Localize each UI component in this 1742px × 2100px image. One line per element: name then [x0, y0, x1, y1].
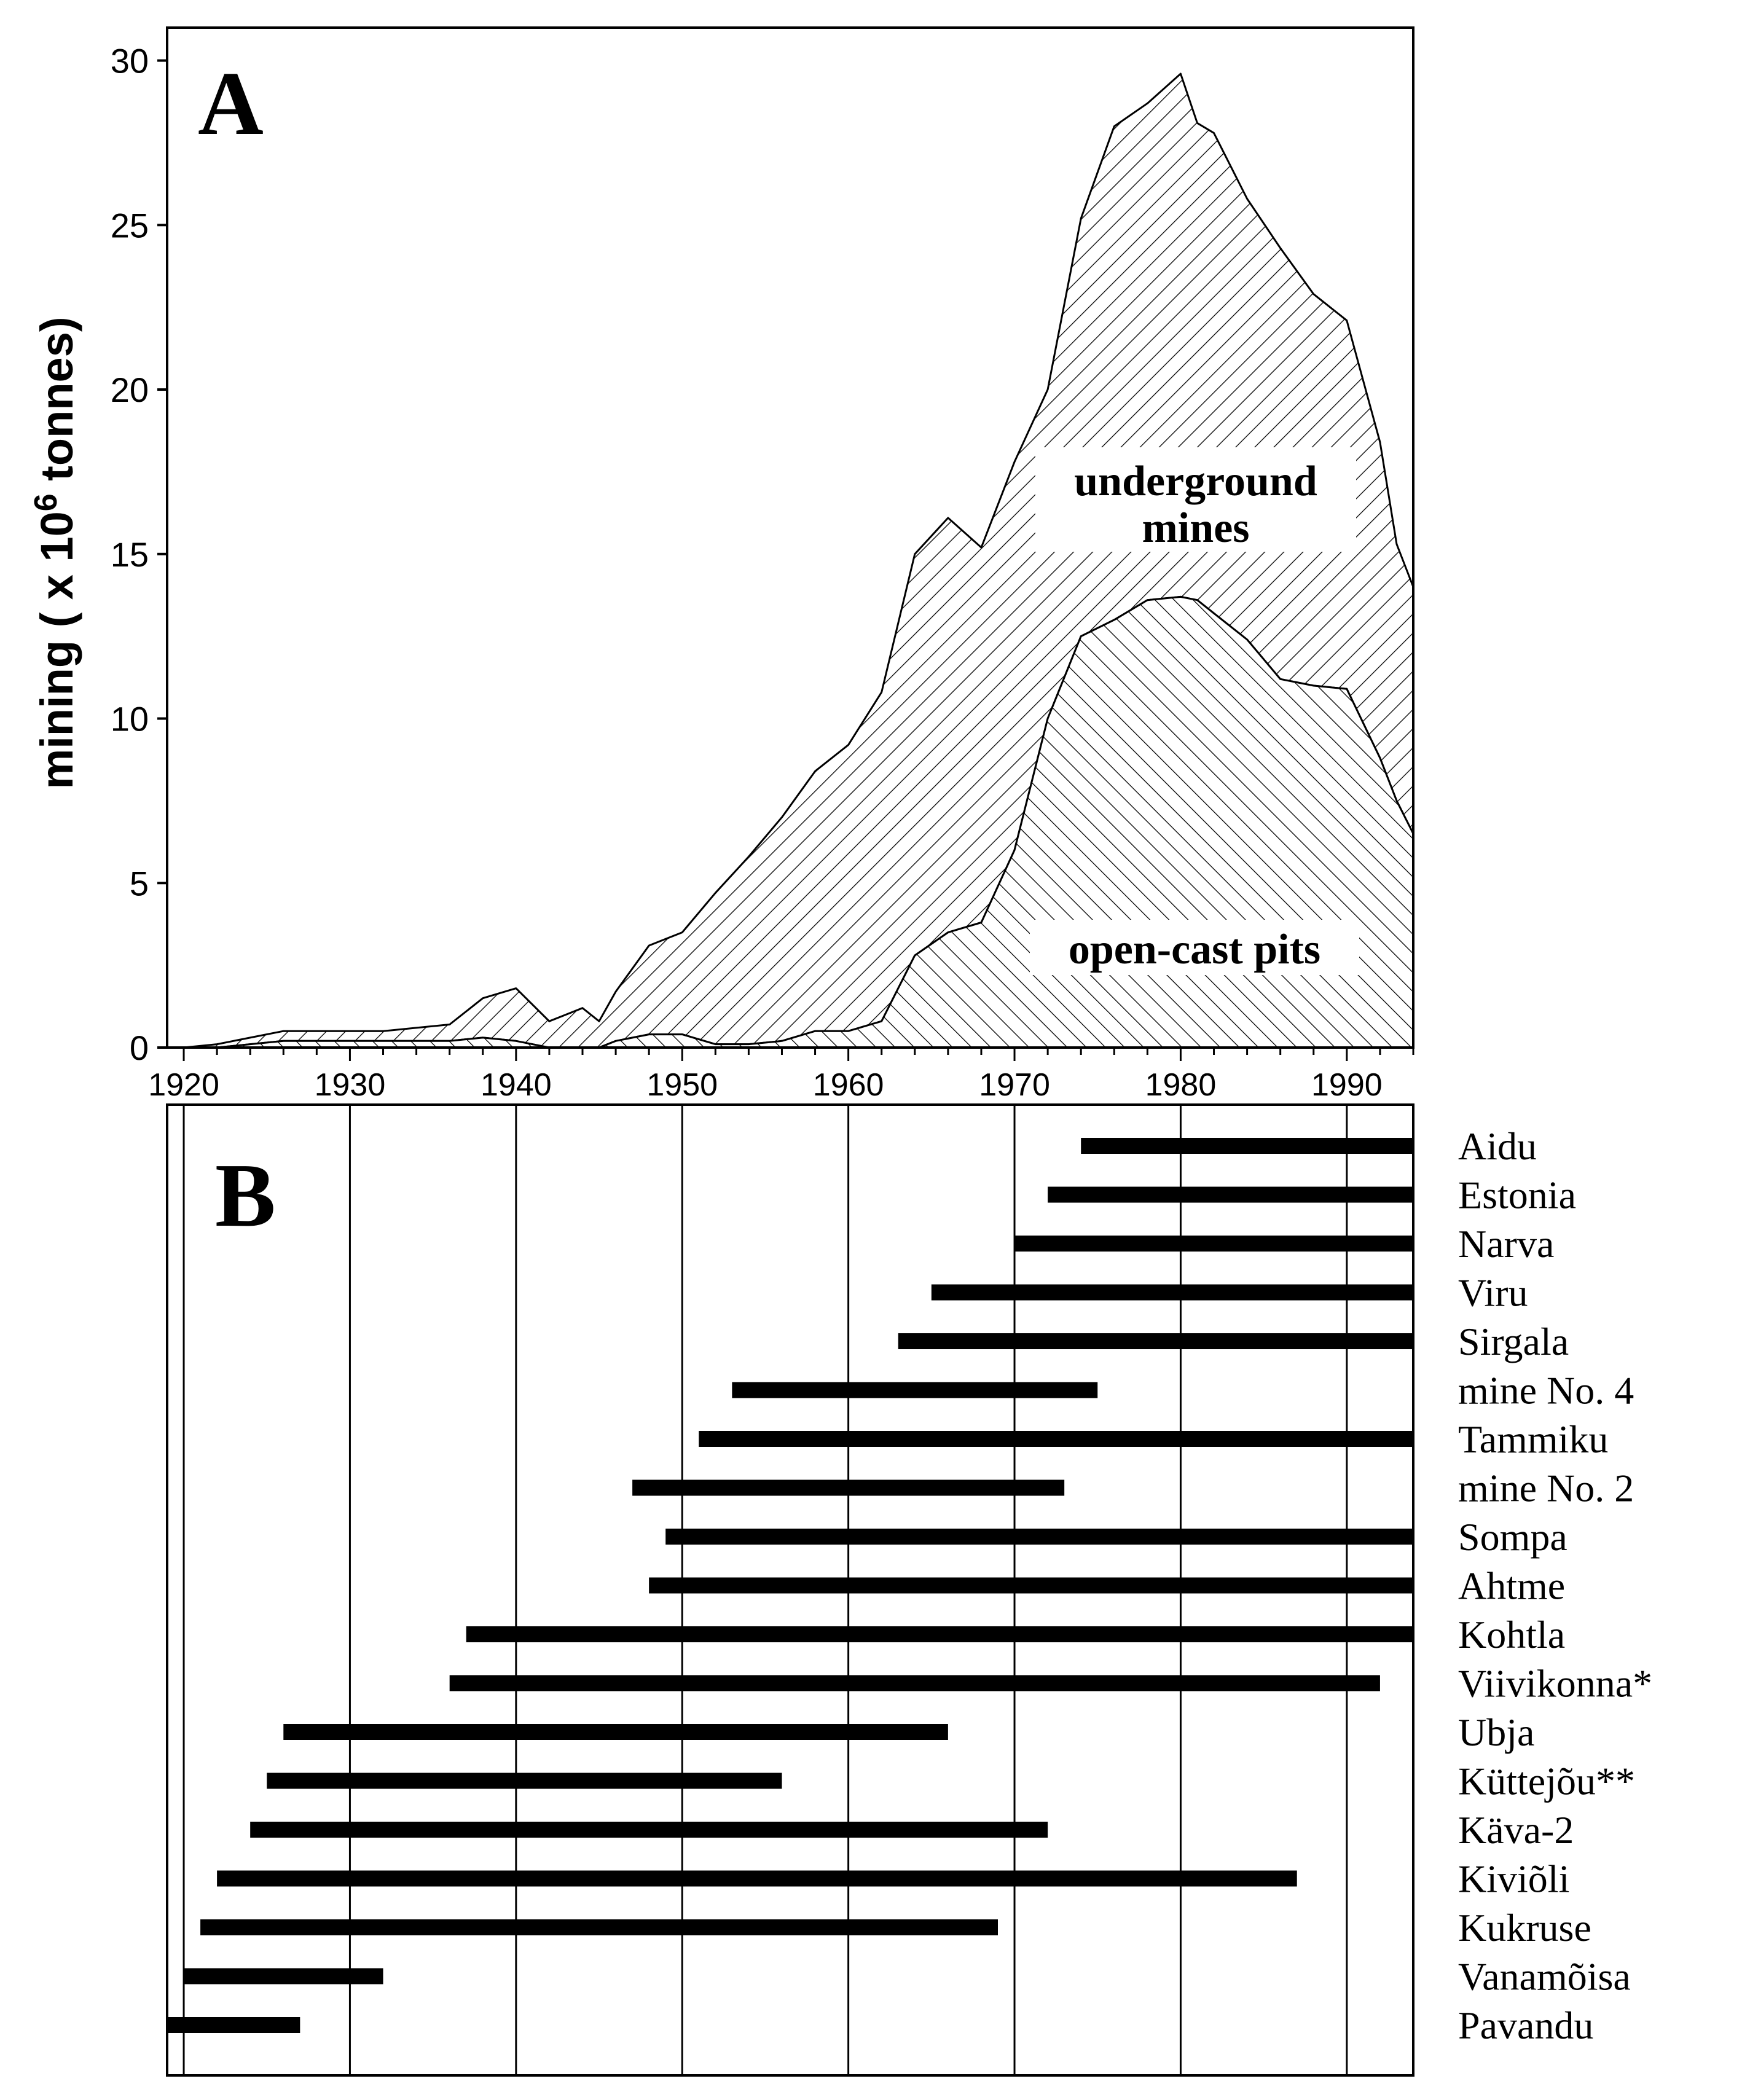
y-axis-label: mining ( x 106 tonnes) [28, 317, 82, 789]
x-tick-label: 1940 [481, 1067, 552, 1103]
panel-b-label: B [215, 1145, 276, 1246]
bar-sompa [665, 1529, 1413, 1545]
panel-b-mine-operation-timeline: Aidu Estonia Narva Viru Sirgala mine No. 4 Tam… [166, 1103, 1652, 2077]
y-axis-label-superscript: 6 [28, 493, 64, 511]
y-tick-label: 30 [111, 42, 149, 80]
bar-viru [931, 1284, 1413, 1301]
panel-b-frame [166, 1103, 1414, 2077]
x-tick-label: 1980 [1145, 1067, 1217, 1103]
y-axis-ticks: 0 5 10 15 20 25 30 [111, 42, 167, 1067]
bar-pavandu [167, 2017, 300, 2033]
bar-narva [1014, 1236, 1413, 1252]
mine-label-kukruse: Kukruse [1458, 1906, 1591, 1949]
y-tick-label: 10 [111, 700, 149, 739]
mine-label-vanam-isa: Vanamõisa [1458, 1955, 1631, 1999]
mine-label-estonia: Estonia [1458, 1173, 1576, 1217]
y-tick-label: 5 [130, 864, 149, 903]
y-tick-label: 20 [111, 370, 149, 409]
y-tick-label: 0 [130, 1028, 149, 1067]
bar-k-ttej-u [267, 1773, 782, 1789]
x-tick-label: 1950 [646, 1067, 718, 1103]
panel-a-label: A [198, 53, 264, 154]
y-axis-label-prefix: mining ( x 10 [31, 511, 82, 789]
bar-estonia [1048, 1186, 1413, 1203]
bar-tammiku [699, 1431, 1413, 1447]
y-axis-label-suffix: tonnes) [31, 317, 82, 494]
underground-label-backing [1035, 447, 1356, 552]
bar-kivi-li [217, 1870, 1297, 1887]
mine-label-k-va-2: Käva-2 [1458, 1808, 1574, 1852]
y-tick-label: 15 [111, 535, 149, 574]
bar-aidu [1081, 1138, 1413, 1154]
mine-label-narva: Narva [1458, 1222, 1554, 1266]
underground-mines-label-line1: underground [1074, 458, 1317, 505]
mine-label-ubja: Ubja [1458, 1710, 1534, 1754]
x-tick-label: 1920 [148, 1067, 219, 1103]
opencast-label-backing [1030, 920, 1359, 975]
mine-label-pavandu: Pavandu [1458, 2004, 1593, 2047]
x-axis-ticks: 1920 1930 1940 1950 1960 1970 1980 1990 [148, 1048, 1414, 1103]
mine-label-aidu: Aidu [1458, 1124, 1537, 1168]
mine-label-k-ttej-u: Küttejõu** [1458, 1760, 1635, 1803]
bar-sirgala [898, 1333, 1413, 1349]
mine-label-viivikonna: Viivikonna* [1458, 1662, 1652, 1706]
bar-mine-no-4 [732, 1382, 1098, 1398]
bar-kukruse [200, 1919, 999, 1935]
mine-label-sirgala: Sirgala [1458, 1320, 1569, 1363]
x-tick-label: 1930 [315, 1067, 386, 1103]
area-series-layer [182, 72, 1414, 1049]
x-tick-label: 1990 [1311, 1067, 1383, 1103]
bar-mine-no-2 [632, 1479, 1065, 1496]
mine-name-labels: Aidu Estonia Narva Viru Sirgala mine No. 4 Tam… [1458, 1124, 1652, 2047]
mine-label-kivi-li: Kiviõli [1458, 1857, 1569, 1901]
bar-ahtme [649, 1577, 1413, 1594]
panel-a-stacked-area-chart: 0 5 10 15 20 25 30 1920 1930 1940 1950 1960 1970 198… [28, 26, 1414, 1103]
panel-a-frame [166, 26, 1414, 1049]
mine-label-sompa: Sompa [1458, 1515, 1567, 1559]
x-tick-label: 1960 [813, 1067, 884, 1103]
bar-ubja [283, 1724, 948, 1740]
mine-label-mine-no-4: mine No. 4 [1458, 1369, 1634, 1412]
bar-k-va-2 [250, 1822, 1048, 1838]
mine-label-tammiku: Tammiku [1458, 1417, 1608, 1461]
mine-label-viru: Viru [1458, 1271, 1528, 1315]
open-cast-pits-label: open-cast pits [1069, 926, 1320, 973]
mine-label-ahtme: Ahtme [1458, 1564, 1565, 1608]
bar-viivikonna [449, 1675, 1380, 1691]
underground-mines-label-line2: mines [1142, 504, 1250, 552]
mine-label-mine-no-2: mine No. 2 [1458, 1467, 1634, 1510]
y-tick-label: 25 [111, 206, 149, 245]
mine-bars-layer [167, 1138, 1413, 2033]
bar-vanam-isa [184, 1968, 383, 1984]
mine-label-kohtla: Kohtla [1458, 1613, 1565, 1656]
bar-kohtla [466, 1626, 1413, 1642]
x-tick-label: 1970 [979, 1067, 1050, 1103]
